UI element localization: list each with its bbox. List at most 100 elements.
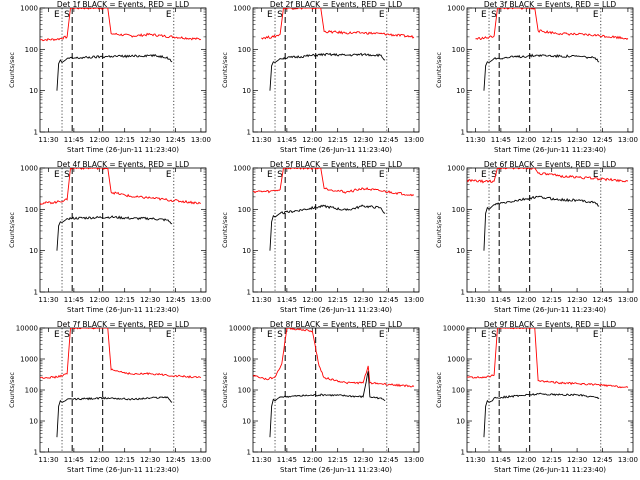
plot-frame [252, 7, 420, 133]
x-axis-label: Start Time (26-Jun-11 11:23:40) [280, 306, 392, 314]
events-series-line [56, 215, 173, 251]
x-tick-label: 12:30 [140, 136, 160, 144]
x-axis-label: Start Time (26-Jun-11 11:23:40) [67, 306, 179, 314]
event-marker-label: S [64, 330, 70, 340]
y-axis-label: Counts/sec [8, 52, 16, 88]
x-tick-label: 13:00 [618, 456, 638, 464]
x-tick-label: 12:30 [353, 456, 373, 464]
y-tick-label: 10 [456, 418, 465, 426]
detector-panel-5: Det 5f BLACK = Events, RED = LLD 1 10 100 10… [221, 160, 424, 314]
event-marker-label: E [379, 170, 385, 180]
y-tick-label: 1 [247, 449, 251, 457]
x-tick-label: 12:45 [165, 296, 185, 304]
x-tick-label: 11:30 [38, 456, 58, 464]
events-series-line [483, 195, 600, 251]
events-series-line [56, 53, 173, 91]
event-marker-label: S [491, 330, 497, 340]
events-series-line [269, 371, 386, 438]
x-tick-label: 11:45 [64, 136, 84, 144]
x-tick-label: 12:30 [567, 136, 587, 144]
event-marker-label: E [593, 330, 599, 340]
event-marker-label: E [54, 170, 60, 180]
x-tick-label: 12:00 [89, 456, 109, 464]
y-axis-label: Counts/sec [435, 212, 443, 248]
events-series-line [269, 204, 386, 251]
chart-title: Det 4f BLACK = Events, RED = LLD [57, 160, 190, 169]
x-tick-label: 11:45 [64, 296, 84, 304]
event-marker-label: E [54, 10, 60, 20]
plot-frame [39, 7, 207, 133]
events-series-line [56, 396, 173, 438]
x-tick-label: 13:00 [191, 296, 211, 304]
y-tick-label: 100 [452, 206, 465, 214]
x-axis-label: Start Time (26-Jun-11 11:23:40) [280, 146, 392, 154]
y-tick-label: 1000 [20, 5, 38, 13]
x-tick-label: 12:30 [567, 456, 587, 464]
event-marker-label: S [277, 170, 283, 180]
y-axis-label: Counts/sec [221, 212, 229, 248]
y-tick-label: 10 [242, 87, 251, 95]
x-tick-label: 12:45 [592, 456, 612, 464]
event-marker-label: S [491, 170, 497, 180]
y-tick-label: 1 [247, 129, 251, 137]
x-tick-label: 12:00 [516, 136, 536, 144]
x-axis-label: Start Time (26-Jun-11 11:23:40) [67, 146, 179, 154]
x-tick-label: 12:00 [302, 136, 322, 144]
x-tick-label: 11:30 [251, 296, 271, 304]
x-tick-label: 12:45 [378, 296, 398, 304]
x-tick-label: 11:45 [277, 296, 297, 304]
event-marker-label: E [593, 170, 599, 180]
x-tick-label: 12:15 [115, 296, 135, 304]
event-marker-label: E [379, 10, 385, 20]
detector-panel-9: Det 9f BLACK = Events, RED = LLD 1 10 100 10… [435, 320, 638, 474]
x-tick-label: 11:45 [491, 136, 511, 144]
event-marker-label: E [593, 10, 599, 20]
y-tick-label: 1 [461, 449, 465, 457]
y-axis-label: Counts/sec [8, 372, 16, 408]
event-marker-label: S [64, 170, 70, 180]
x-tick-label: 12:45 [592, 296, 612, 304]
chart-title: Det 1f BLACK = Events, RED = LLD [57, 0, 190, 9]
y-tick-label: 1000 [233, 5, 251, 13]
lld-series-line [40, 328, 202, 379]
x-tick-label: 11:30 [251, 136, 271, 144]
x-tick-label: 12:30 [567, 296, 587, 304]
x-axis-label: Start Time (26-Jun-11 11:23:40) [494, 466, 606, 474]
x-axis-label: Start Time (26-Jun-11 11:23:40) [494, 306, 606, 314]
x-tick-label: 12:15 [115, 136, 135, 144]
events-series-line [483, 392, 600, 438]
x-tick-label: 11:30 [38, 296, 58, 304]
detector-panel-7: Det 7f BLACK = Events, RED = LLD 1 10 100 10… [8, 320, 211, 474]
detector-panel-8: Det 8f BLACK = Events, RED = LLD 1 10 100 10… [221, 320, 424, 474]
y-tick-label: 1000 [233, 165, 251, 173]
y-tick-label: 100 [25, 46, 38, 54]
detector-panel-2: Det 2f BLACK = Events, RED = LLD 1 10 100 10… [221, 0, 424, 154]
chart-title: Det 3f BLACK = Events, RED = LLD [484, 0, 617, 9]
x-tick-label: 12:30 [353, 296, 373, 304]
x-tick-label: 11:45 [64, 456, 84, 464]
event-marker-label: E [54, 330, 60, 340]
lld-series-line [40, 168, 201, 205]
x-tick-label: 12:00 [89, 296, 109, 304]
x-tick-label: 13:00 [404, 136, 424, 144]
x-tick-label: 12:45 [165, 456, 185, 464]
x-tick-label: 11:45 [277, 136, 297, 144]
y-tick-label: 1 [461, 129, 465, 137]
x-tick-label: 11:30 [38, 136, 58, 144]
y-tick-label: 1000 [20, 356, 38, 364]
lld-series-line [40, 8, 202, 42]
x-tick-label: 12:00 [516, 456, 536, 464]
y-tick-label: 10 [242, 418, 251, 426]
x-tick-label: 12:00 [302, 296, 322, 304]
y-tick-label: 1000 [20, 165, 38, 173]
event-marker-label: S [64, 10, 70, 20]
y-tick-label: 10 [456, 247, 465, 255]
y-tick-label: 1000 [447, 356, 465, 364]
lld-series-line [467, 168, 629, 184]
x-tick-label: 13:00 [618, 136, 638, 144]
x-tick-label: 12:15 [542, 136, 562, 144]
y-tick-label: 100 [238, 46, 251, 54]
y-tick-label: 10000 [16, 325, 38, 333]
x-tick-label: 12:15 [328, 456, 348, 464]
x-tick-label: 12:45 [378, 456, 398, 464]
